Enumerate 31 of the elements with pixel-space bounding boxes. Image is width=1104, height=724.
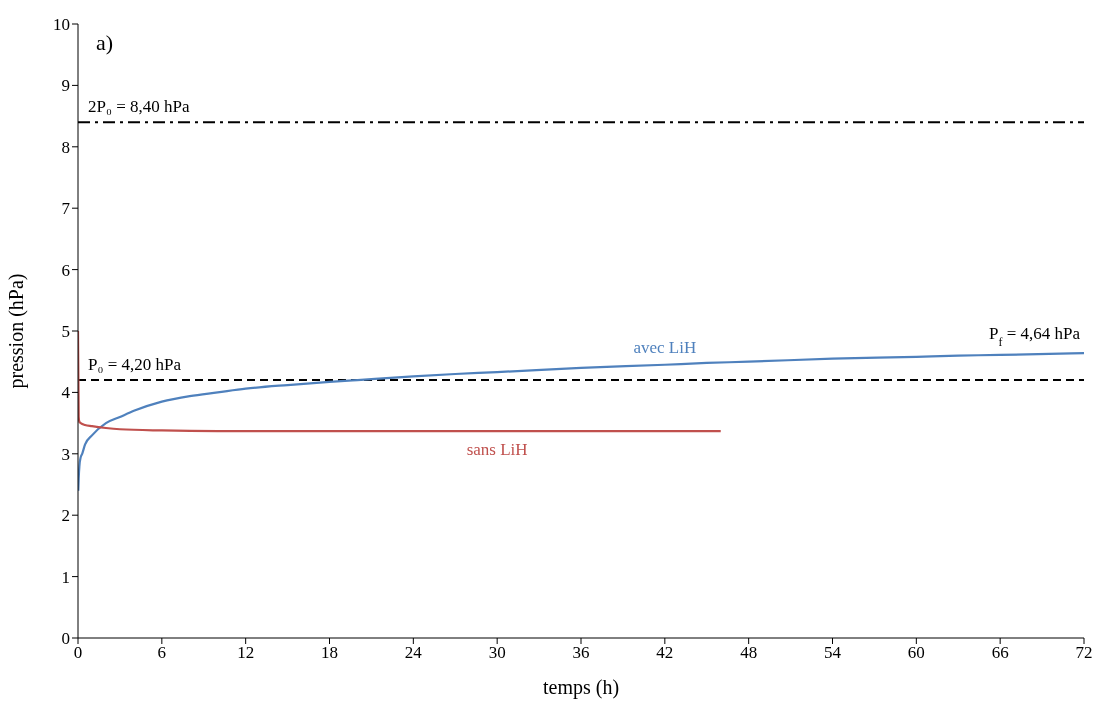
annotation: P$_{f}$ = 4,64 hPa [988, 324, 1081, 350]
y-tick-label: 4 [61, 383, 71, 403]
x-tick-label: 72 [1075, 643, 1093, 663]
x-axis-title: temps (h) [542, 676, 620, 699]
x-tick-label: 30 [488, 643, 506, 663]
x-tick-label: 18 [321, 643, 338, 663]
y-tick-label: 0 [61, 629, 70, 649]
y-tick-label: 6 [61, 260, 70, 280]
y-axis-title: pression (hPa) [5, 273, 29, 389]
x-tick-label: 36 [572, 643, 590, 663]
annotation: a) [96, 30, 114, 55]
x-tick-label: 42 [656, 643, 674, 663]
x-tick-label: 54 [824, 643, 842, 663]
series-label: avec LiH [633, 337, 697, 357]
y-tick-label: 5 [61, 322, 70, 342]
y-tick-label: 8 [61, 137, 70, 157]
ref-line-label: P₀ = 4,20 hPa [88, 355, 182, 375]
x-tick-label: 24 [404, 643, 423, 663]
y-tick-label: 9 [61, 76, 70, 96]
y-tick-label: 2 [61, 506, 70, 526]
x-tick-label: 66 [991, 643, 1009, 663]
y-tick-label: 1 [61, 567, 70, 587]
x-tick-label: 48 [740, 643, 758, 663]
y-tick-label: 7 [61, 199, 71, 219]
x-tick-label: 6 [157, 643, 167, 663]
y-tick-label: 3 [61, 444, 70, 464]
ref-line-label: 2P₀ = 8,40 hPa [88, 97, 190, 117]
x-tick-label: 60 [907, 643, 925, 663]
y-tick-label: 10 [53, 15, 70, 35]
series-label: sans LiH [466, 440, 528, 460]
x-tick-label: 12 [237, 643, 255, 663]
